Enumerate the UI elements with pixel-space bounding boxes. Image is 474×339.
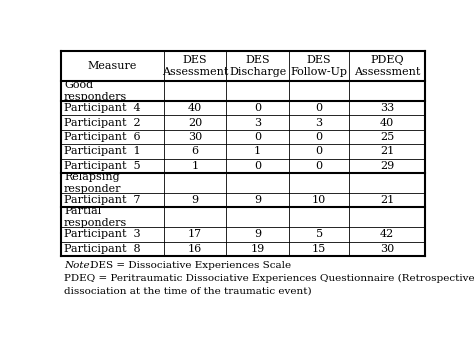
Text: DES
Assessment: DES Assessment — [162, 55, 228, 77]
Text: PDEQ = Peritraumatic Dissociative Experiences Questionnaire (Retrospective ratin: PDEQ = Peritraumatic Dissociative Experi… — [64, 274, 474, 283]
Text: Participant  7: Participant 7 — [64, 195, 140, 205]
Text: Participant  6: Participant 6 — [64, 132, 141, 142]
Text: Measure: Measure — [88, 61, 137, 71]
Text: 5: 5 — [316, 230, 323, 239]
Text: 19: 19 — [250, 244, 265, 254]
Text: DES
Discharge: DES Discharge — [229, 55, 286, 77]
Text: 10: 10 — [312, 195, 326, 205]
Text: 40: 40 — [188, 103, 202, 113]
Text: Partial
responders: Partial responders — [64, 206, 128, 228]
Text: 9: 9 — [191, 195, 199, 205]
Text: 0: 0 — [254, 132, 261, 142]
Text: DES
Follow-Up: DES Follow-Up — [291, 55, 347, 77]
Text: 1: 1 — [191, 161, 199, 171]
Text: 21: 21 — [380, 195, 394, 205]
Text: PDEQ
Assessment: PDEQ Assessment — [354, 55, 420, 77]
Text: 9: 9 — [254, 230, 261, 239]
Text: 33: 33 — [380, 103, 394, 113]
Text: 40: 40 — [380, 118, 394, 127]
Text: Good
responders: Good responders — [64, 80, 128, 102]
Text: DES = Dissociative Experiences Scale: DES = Dissociative Experiences Scale — [87, 261, 291, 270]
Text: Relapsing
responder: Relapsing responder — [64, 172, 121, 194]
Text: 6: 6 — [191, 146, 199, 156]
Text: 3: 3 — [254, 118, 261, 127]
Text: Participant  5: Participant 5 — [64, 161, 141, 171]
Text: 0: 0 — [316, 132, 323, 142]
Text: 21: 21 — [380, 146, 394, 156]
Text: 20: 20 — [188, 118, 202, 127]
Text: 25: 25 — [380, 132, 394, 142]
Text: Participant  4: Participant 4 — [64, 103, 141, 113]
Text: 29: 29 — [380, 161, 394, 171]
Text: 0: 0 — [316, 146, 323, 156]
Text: 16: 16 — [188, 244, 202, 254]
Text: Note.: Note. — [64, 261, 93, 270]
Text: Participant  3: Participant 3 — [64, 230, 141, 239]
Text: 0: 0 — [254, 161, 261, 171]
Text: 42: 42 — [380, 230, 394, 239]
Text: 0: 0 — [316, 103, 323, 113]
Text: 17: 17 — [188, 230, 202, 239]
Text: 15: 15 — [312, 244, 326, 254]
Text: Participant  2: Participant 2 — [64, 118, 141, 127]
Text: Participant  8: Participant 8 — [64, 244, 141, 254]
Text: Participant  1: Participant 1 — [64, 146, 141, 156]
Text: 0: 0 — [316, 161, 323, 171]
Text: 1: 1 — [254, 146, 261, 156]
Text: 30: 30 — [188, 132, 202, 142]
Text: dissociation at the time of the traumatic event): dissociation at the time of the traumati… — [64, 286, 311, 295]
Text: 30: 30 — [380, 244, 394, 254]
Text: 9: 9 — [254, 195, 261, 205]
Text: 3: 3 — [316, 118, 323, 127]
Text: 0: 0 — [254, 103, 261, 113]
